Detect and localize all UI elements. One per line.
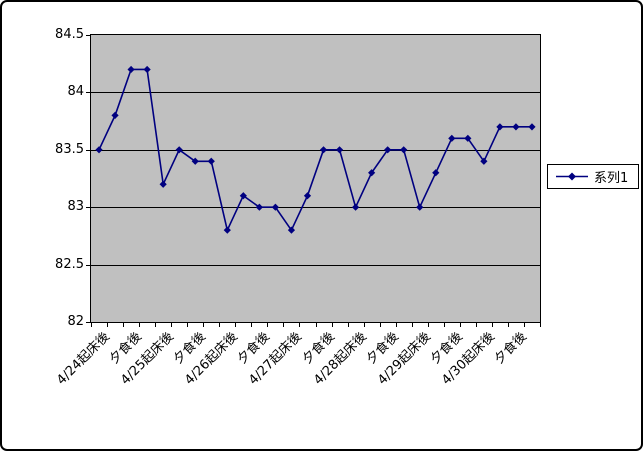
x-axis-tick xyxy=(316,323,317,327)
gridline xyxy=(91,265,540,266)
gridline xyxy=(91,207,540,208)
y-axis-tick-label: 83.5 xyxy=(55,142,84,157)
y-axis-tick xyxy=(86,150,90,151)
data-point-marker xyxy=(464,134,472,142)
y-axis-tick-label: 82.5 xyxy=(55,257,84,272)
x-axis-tick xyxy=(203,323,204,327)
x-axis-tick xyxy=(155,323,156,327)
series-line-chart xyxy=(95,65,536,234)
series-line xyxy=(98,68,532,233)
data-point-marker xyxy=(528,123,536,131)
data-point-marker xyxy=(223,226,231,234)
y-axis-tick-label: 82 xyxy=(67,314,84,329)
gridline xyxy=(91,150,540,151)
data-point-marker xyxy=(368,169,376,177)
data-point-marker xyxy=(432,169,440,177)
x-axis-tick xyxy=(524,323,525,327)
x-axis-category-label: 夕食後 xyxy=(491,329,530,368)
data-point-marker xyxy=(335,146,344,154)
data-point-marker xyxy=(95,146,103,154)
x-axis-tick xyxy=(299,323,300,327)
legend-entry-label: 系列1 xyxy=(594,171,629,186)
x-axis-tick xyxy=(267,323,268,327)
y-axis-tick-label: 83 xyxy=(67,199,84,214)
y-axis-tick xyxy=(86,265,90,266)
data-point-marker xyxy=(207,157,215,165)
data-point-marker xyxy=(319,146,328,154)
x-axis-tick xyxy=(460,323,461,327)
x-axis-tick xyxy=(444,323,445,327)
x-axis-tick xyxy=(187,323,188,327)
data-point-marker xyxy=(448,134,456,142)
x-axis-tick xyxy=(332,323,333,327)
x-axis-tick xyxy=(251,323,252,327)
data-point-marker xyxy=(303,192,312,200)
x-axis-category-label: 4/24起床後 xyxy=(54,329,113,389)
data-point-marker xyxy=(400,146,408,154)
data-point-marker xyxy=(512,123,520,131)
legend: 系列1 xyxy=(547,164,639,189)
data-point-marker xyxy=(351,203,360,211)
x-axis-tick xyxy=(492,323,493,327)
legend-series-marker-icon xyxy=(556,172,588,181)
y-axis-tick-label: 84 xyxy=(67,84,84,99)
x-axis-tick xyxy=(123,323,124,327)
x-axis-tick xyxy=(91,323,92,327)
x-axis-tick xyxy=(219,323,220,327)
data-point-marker xyxy=(496,123,504,131)
data-point-marker xyxy=(416,203,424,211)
y-axis-tick xyxy=(86,92,90,93)
data-point-marker xyxy=(191,157,199,165)
data-point-marker xyxy=(384,146,392,154)
data-point-marker xyxy=(159,180,167,188)
x-axis-tick xyxy=(364,323,365,327)
x-axis-tick xyxy=(412,323,413,327)
y-axis-tick-label: 84.5 xyxy=(55,27,84,42)
gridline xyxy=(91,92,540,93)
data-point-marker xyxy=(271,203,280,211)
x-axis-tick xyxy=(348,323,349,327)
y-axis-tick xyxy=(86,322,90,323)
x-axis-tick xyxy=(476,323,477,327)
data-point-marker xyxy=(480,157,488,165)
data-point-marker xyxy=(111,111,119,119)
x-axis-tick xyxy=(508,323,509,327)
x-axis-tick xyxy=(396,323,397,327)
x-axis-tick xyxy=(235,323,236,327)
data-point-marker xyxy=(239,192,247,200)
data-point-marker xyxy=(255,203,263,211)
x-axis-tick xyxy=(171,323,172,327)
x-axis-tick xyxy=(139,323,140,327)
data-point-marker xyxy=(127,65,135,74)
data-point-marker xyxy=(143,65,151,74)
y-axis-tick xyxy=(86,35,90,36)
x-axis-tick xyxy=(428,323,429,327)
x-axis-tick xyxy=(380,323,381,327)
x-axis-tick xyxy=(107,323,108,327)
x-axis-tick xyxy=(283,323,284,327)
y-axis-tick xyxy=(86,207,90,208)
x-axis-tick xyxy=(540,323,541,327)
